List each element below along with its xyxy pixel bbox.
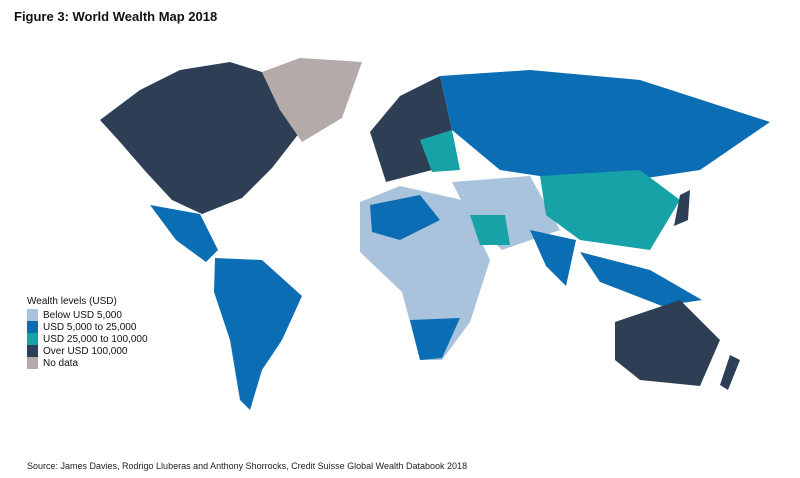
legend-item: Over USD 100,000 [27, 345, 148, 357]
legend-swatch [27, 309, 38, 321]
legend-label: No data [43, 357, 79, 369]
legend-title: Wealth levels (USD) [27, 296, 117, 307]
legend-swatch [27, 357, 38, 369]
north-africa [370, 195, 440, 240]
legend-item: USD 25,000 to 100,000 [27, 333, 148, 345]
source-note: Source: James Davies, Rodrigo Lluberas a… [27, 461, 468, 471]
map-legend: Wealth levels (USD) Below USD 5,000 USD … [27, 296, 148, 369]
north-america [100, 62, 300, 214]
greenland [262, 58, 362, 142]
india [530, 230, 576, 286]
legend-item: Below USD 5,000 [27, 309, 148, 321]
legend-label: USD 25,000 to 100,000 [43, 333, 148, 345]
southern-africa [410, 318, 460, 360]
legend-label: Below USD 5,000 [43, 309, 122, 321]
central-america [150, 205, 218, 262]
figure-title: Figure 3: World Wealth Map 2018 [14, 9, 218, 24]
legend-swatch [27, 333, 38, 345]
legend-swatch [27, 321, 38, 333]
legend-label: USD 5,000 to 25,000 [43, 321, 137, 333]
legend-item: USD 5,000 to 25,000 [27, 321, 148, 333]
south-america [214, 258, 302, 410]
arabia [470, 215, 510, 245]
legend-label: Over USD 100,000 [43, 345, 128, 357]
legend-swatch [27, 345, 38, 357]
japan [674, 190, 690, 226]
legend-item: No data [27, 357, 148, 369]
australia [615, 300, 720, 386]
southeast-asia [580, 252, 702, 306]
eastern-europe [420, 130, 460, 172]
russia [440, 70, 770, 185]
new-zealand [720, 355, 740, 390]
china [540, 170, 680, 250]
